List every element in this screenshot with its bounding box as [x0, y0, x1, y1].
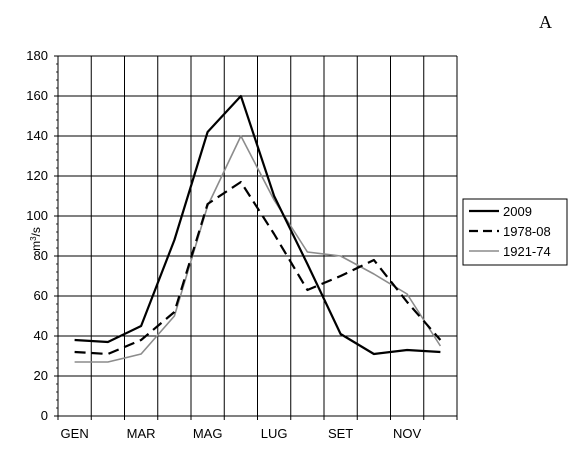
series-line-1921-74 — [74, 135, 442, 363]
y-tick-label-160: 160 — [26, 88, 48, 103]
legend-label-1921-74: 1921-74 — [503, 244, 551, 259]
y-tick-label-60: 60 — [34, 288, 48, 303]
x-tick-label-LUG: LUG — [261, 426, 288, 441]
gridlines — [58, 55, 458, 416]
series-line-2009 — [74, 94, 441, 356]
x-tick-label-GEN: GEN — [61, 426, 89, 441]
y-tick-label-80: 80 — [34, 248, 48, 263]
y-tick-label-100: 100 — [26, 208, 48, 223]
y-tick-label-120: 120 — [26, 168, 48, 183]
y-tick-label-180: 180 — [26, 48, 48, 63]
y-axis-title: m3/s — [29, 227, 44, 251]
legend-label-1978-08: 1978-08 — [503, 224, 551, 239]
x-tick-label-MAR: MAR — [127, 426, 156, 441]
x-axis-ticks: GEN MAR MAG LUG SET NOV — [57, 416, 458, 441]
y-tick-label-40: 40 — [34, 328, 48, 343]
y-tick-label-140: 140 — [26, 128, 48, 143]
y-tick-label-20: 20 — [34, 368, 48, 383]
series-lines — [74, 94, 442, 363]
y-axis-ticks: 0 20 40 60 80 100 120 140 160 180 — [26, 48, 58, 423]
x-tick-label-SET: SET — [328, 426, 353, 441]
legend-label-2009: 2009 — [503, 204, 532, 219]
y-tick-label-0: 0 — [41, 408, 48, 423]
panel-letter: A — [539, 12, 552, 32]
legend: 2009 1978-08 1921-74 — [462, 198, 568, 266]
x-tick-label-MAG: MAG — [193, 426, 223, 441]
series-line-1978-08 — [74, 180, 442, 356]
x-tick-label-NOV: NOV — [393, 426, 422, 441]
